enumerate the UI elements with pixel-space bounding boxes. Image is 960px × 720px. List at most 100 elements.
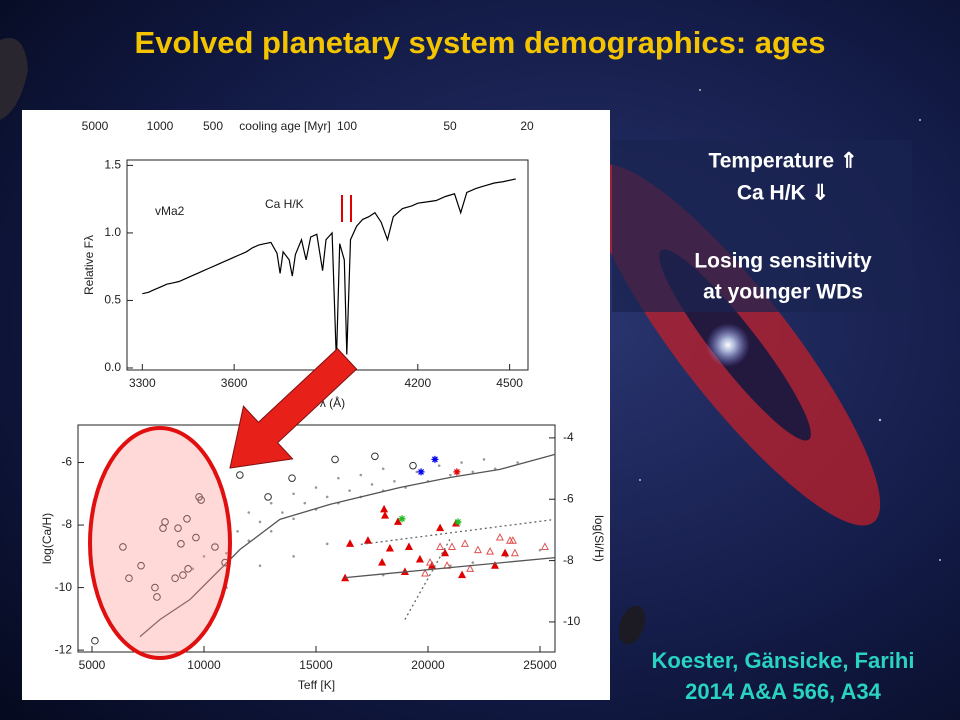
point [331, 455, 339, 464]
point [125, 574, 133, 583]
point [370, 483, 374, 486]
point [381, 467, 385, 471]
x-tick-label: 10000 [187, 658, 221, 672]
slide-title: Evolved planetary system demographics: a… [135, 25, 826, 60]
arrow [229, 347, 358, 469]
point [292, 492, 295, 496]
point [473, 545, 482, 554]
point [380, 504, 389, 513]
point [460, 539, 469, 547]
point [471, 470, 475, 474]
point [337, 476, 340, 480]
point [516, 461, 519, 464]
y-tick-label: 1.0 [104, 225, 121, 239]
object-label: vMa2 [155, 204, 185, 218]
point [269, 501, 273, 505]
x-axis-label: Teff [K] [298, 678, 335, 692]
y2-tick-label: -4 [563, 430, 574, 444]
point [471, 561, 475, 564]
highlight-ellipse [88, 426, 232, 660]
point [264, 493, 272, 501]
point [236, 530, 239, 533]
note: Losing sensitivity [694, 250, 872, 273]
point [486, 547, 495, 555]
plots: 330036003900420045000.00.51.01.5Relative… [40, 119, 606, 692]
x-tick-label: 4500 [496, 376, 523, 390]
point [460, 461, 463, 464]
point [398, 515, 406, 523]
cooling-age-tick: 50 [443, 119, 457, 133]
x-tick-label: 5000 [79, 658, 106, 672]
point [380, 511, 390, 519]
point [417, 468, 425, 476]
y-tick-label: -6 [61, 455, 72, 469]
asteroid [618, 605, 646, 645]
point [458, 570, 467, 579]
x-tick-label: 3300 [129, 376, 156, 390]
point [466, 564, 475, 572]
x-tick-label: 20000 [411, 658, 445, 672]
point [540, 542, 549, 550]
y-axis-label: Relative Fλ [82, 235, 96, 295]
point [346, 539, 355, 547]
point [431, 455, 439, 463]
point [447, 542, 456, 550]
spectrum-line [142, 178, 516, 362]
note: Ca H/K ⇓ [737, 182, 829, 205]
point [247, 511, 251, 514]
point [453, 468, 461, 476]
point [213, 542, 217, 546]
point [183, 515, 191, 523]
y-tick-label: -12 [55, 642, 73, 656]
point [348, 489, 351, 492]
point [440, 548, 450, 557]
point [325, 495, 329, 499]
point [171, 574, 179, 583]
x-tick-label: 15000 [299, 658, 333, 672]
y2-tick-label: -8 [563, 553, 574, 567]
point [184, 565, 192, 573]
point [91, 636, 99, 645]
point [202, 555, 206, 558]
point [269, 530, 273, 533]
point [363, 536, 372, 544]
plot-frame [77, 424, 556, 653]
point [303, 501, 307, 505]
x-tick-label: 4200 [404, 376, 431, 390]
point [510, 548, 519, 557]
point [436, 523, 445, 532]
y2-tick-label: -10 [563, 614, 581, 628]
point [490, 561, 500, 569]
point [454, 518, 462, 526]
point [437, 464, 441, 467]
point [482, 458, 486, 461]
point [258, 564, 262, 568]
point [371, 452, 379, 461]
y-tick-label: -8 [61, 517, 72, 531]
x-tick-label: 3600 [221, 376, 248, 390]
point [151, 583, 159, 592]
point [174, 524, 182, 532]
y-axis-label: log(Ca/H) [40, 513, 54, 564]
model-curve [404, 539, 451, 620]
point [153, 593, 161, 601]
cooling-age-tick: 5000 [82, 119, 109, 133]
point [119, 543, 127, 551]
point [501, 548, 510, 557]
cooling-age-tick: 1000 [147, 119, 174, 133]
note-box [612, 140, 912, 312]
y-tick-label: 0.5 [104, 293, 121, 307]
model-curve [139, 453, 556, 638]
cooling-age-tick: 500 [203, 119, 223, 133]
point [236, 471, 244, 479]
point [258, 520, 262, 524]
cooling-age-tick: 20 [520, 119, 534, 133]
point [288, 474, 296, 482]
y2-axis-label: log(Si/H) [592, 515, 606, 562]
y2-tick-label: -6 [563, 491, 574, 505]
x-axis-label: λ (Å) [320, 395, 345, 410]
y-tick-label: 1.5 [104, 158, 121, 172]
point [137, 561, 145, 570]
point [292, 517, 295, 521]
